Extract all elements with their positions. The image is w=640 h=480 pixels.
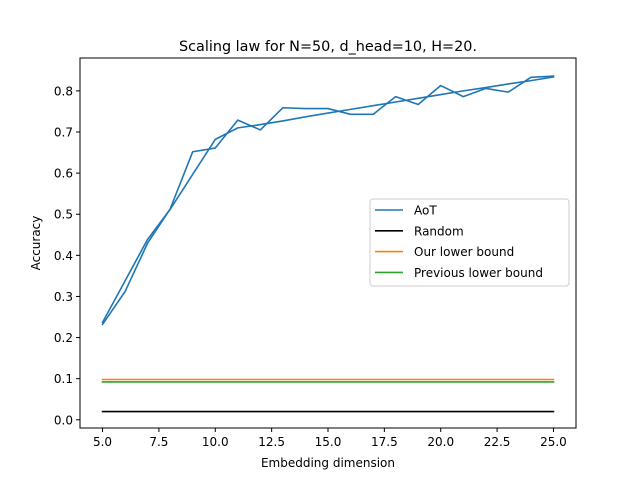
y-axis: 0.0 0.1 0.2 0.3 0.4 0.5 0.6 0.7 0.8 [54, 84, 80, 427]
x-tick-label: 25.0 [540, 435, 567, 449]
y-tick-label: 0.5 [54, 208, 73, 222]
series-line-1 [101, 75, 555, 324]
x-tick-label: 15.0 [315, 435, 342, 449]
legend-label: Random [414, 224, 464, 238]
x-tick-label: 20.0 [427, 435, 454, 449]
y-axis-label: Accuracy [29, 216, 43, 271]
y-tick-label: 0.4 [54, 249, 73, 263]
plot-area [101, 75, 555, 413]
y-tick-label: 0.2 [54, 331, 73, 345]
x-axis: 5.0 7.5 10.0 12.5 15.0 17.5 20.0 22.5 25.0 [93, 428, 567, 449]
legend-label: Previous lower bound [414, 266, 543, 280]
x-tick-label: 17.5 [371, 435, 398, 449]
legend-box [369, 198, 570, 287]
x-tick-label: 7.5 [149, 435, 168, 449]
x-tick-label: 22.5 [484, 435, 511, 449]
legend-label: Our lower bound [414, 245, 514, 259]
y-tick-label: 0.3 [54, 290, 73, 304]
x-axis-label: Embedding dimension [261, 456, 395, 470]
y-tick-label: 0.6 [54, 167, 73, 181]
legend: AoT Random Our lower bound Previous lower b… [369, 198, 570, 287]
y-tick-label: 0.1 [54, 372, 73, 386]
series-line-0 [101, 75, 555, 326]
y-tick-label: 0.7 [54, 126, 73, 140]
y-tick-label: 0.8 [54, 84, 73, 98]
x-tick-label: 10.0 [202, 435, 229, 449]
y-tick-label: 0.0 [54, 413, 73, 427]
x-tick-label: 5.0 [93, 435, 112, 449]
legend-label: AoT [414, 204, 437, 218]
x-tick-label: 12.5 [258, 435, 285, 449]
chart-title: Scaling law for N=50, d_head=10, H=20. [179, 39, 477, 55]
